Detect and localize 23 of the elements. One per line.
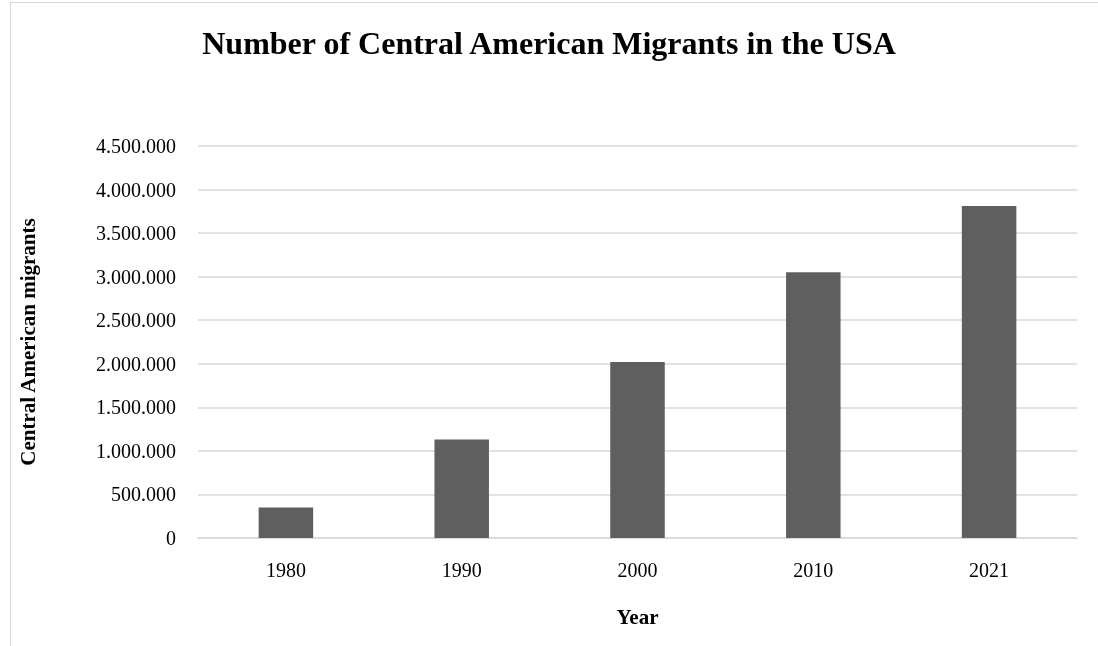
y-tick-label: 2.500.000 bbox=[96, 309, 176, 332]
x-tick-label: 1990 bbox=[441, 559, 482, 581]
y-tick-label: 1.000.000 bbox=[96, 439, 176, 462]
bar bbox=[434, 439, 489, 538]
y-tick-label: 4.500.000 bbox=[96, 135, 176, 157]
x-tick-label: 2010 bbox=[793, 559, 834, 581]
y-tick-label: 3.000.000 bbox=[96, 265, 176, 288]
bar bbox=[786, 272, 841, 538]
y-tick-label: 4.000.000 bbox=[96, 178, 176, 201]
y-axis-title: Central American migrants bbox=[15, 218, 40, 466]
bar bbox=[610, 362, 665, 538]
x-tick-label: 1980 bbox=[265, 559, 306, 581]
y-tick-label: 0 bbox=[166, 527, 176, 549]
chart-title: Number of Central American Migrants in the USA bbox=[202, 25, 896, 61]
bar bbox=[961, 206, 1017, 538]
y-tick-label: 500.000 bbox=[111, 483, 176, 506]
x-tick-label: 2021 bbox=[969, 559, 1010, 581]
y-tick-label: 3.500.000 bbox=[96, 222, 176, 245]
y-tick-label: 2.000.000 bbox=[96, 352, 176, 375]
y-tick-label: 1.500.000 bbox=[96, 396, 176, 419]
x-axis-title: Year bbox=[616, 604, 659, 629]
bar bbox=[258, 507, 314, 538]
x-tick-label: 2000 bbox=[617, 559, 658, 581]
